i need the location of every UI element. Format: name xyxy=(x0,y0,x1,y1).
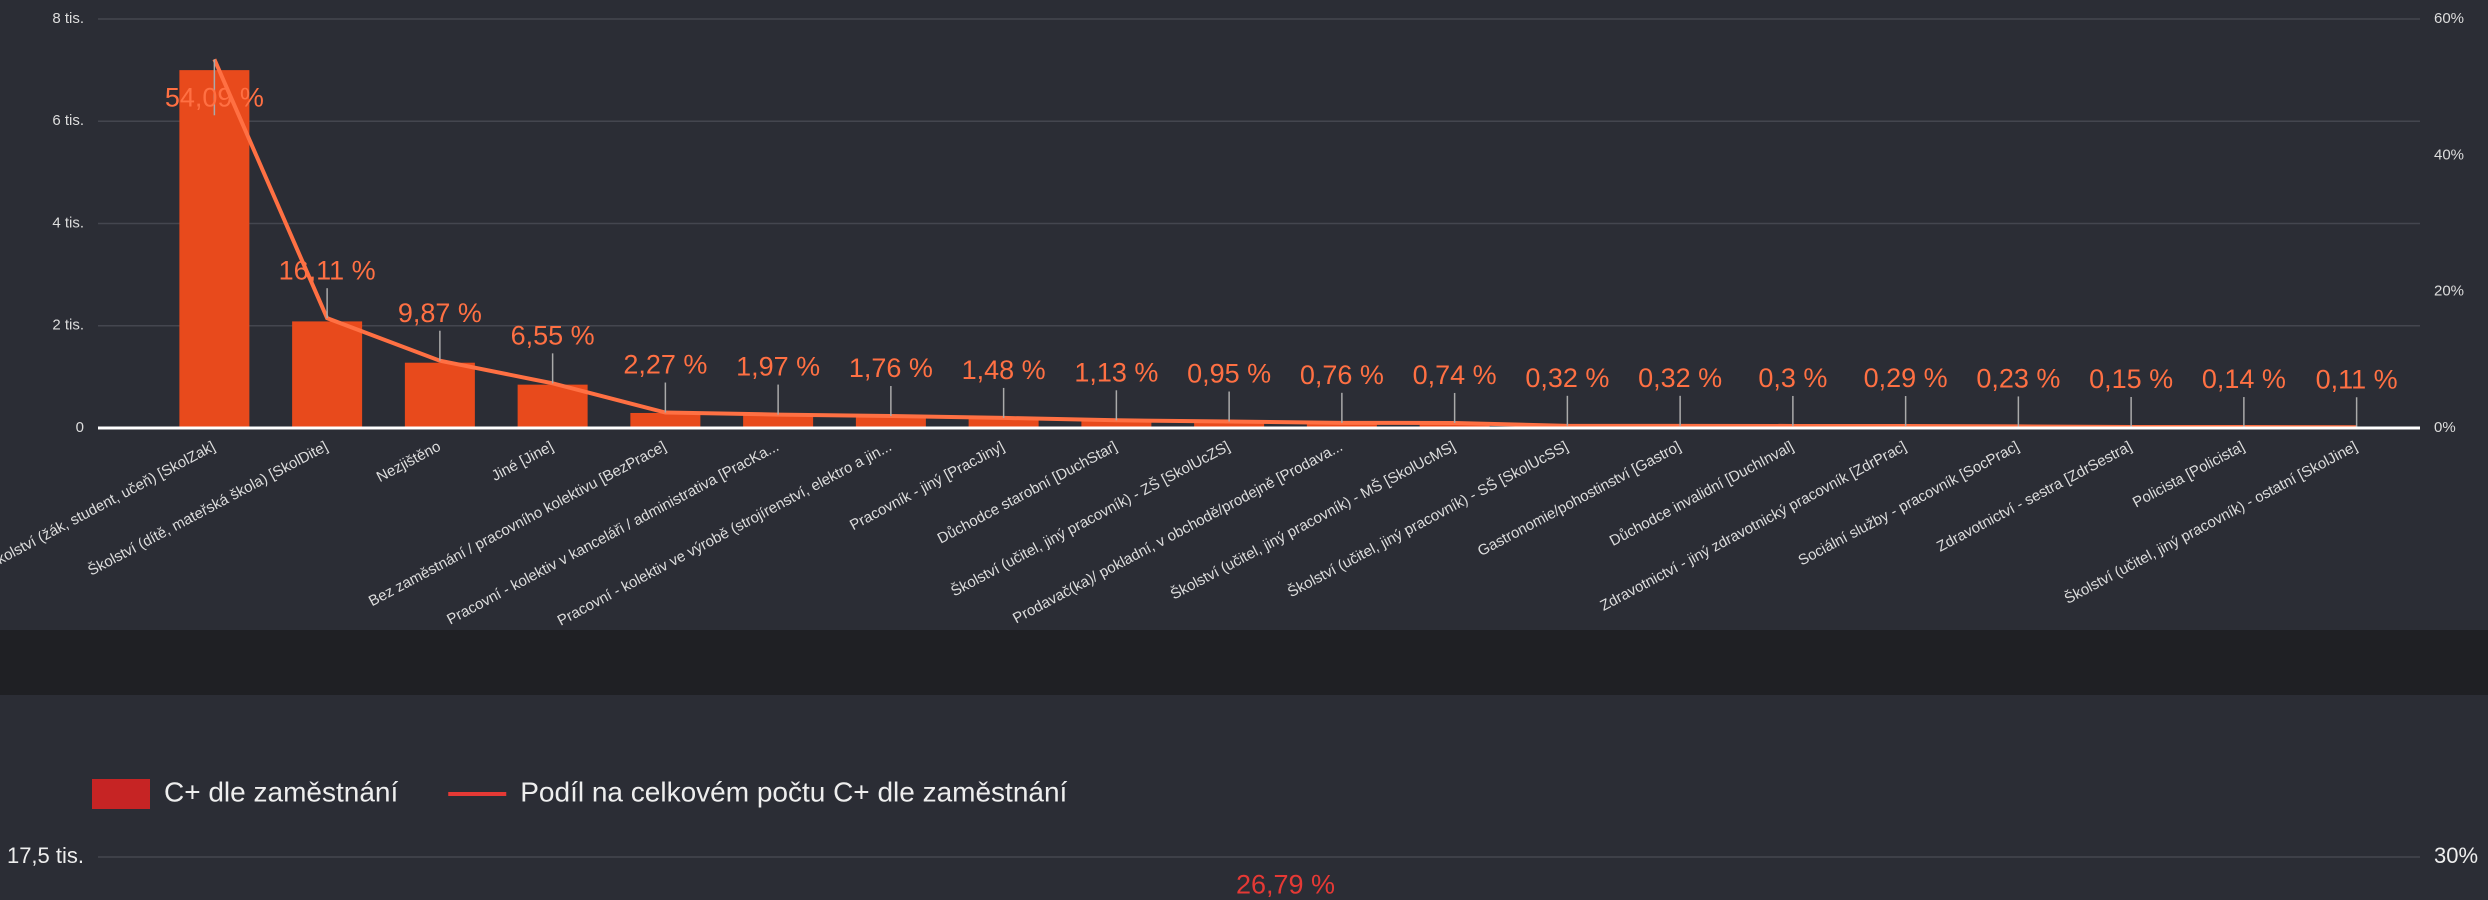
value-label: 0,29 % xyxy=(1864,363,1948,393)
panel-gap xyxy=(0,630,2488,695)
y-tick-label: 6 tis. xyxy=(52,112,84,129)
panel xyxy=(0,695,2488,900)
value-label: 0,32 % xyxy=(1525,363,1609,393)
bar xyxy=(404,362,475,428)
value-label: 0,32 % xyxy=(1638,363,1722,393)
y-tick-label: 17,5 tis. xyxy=(7,843,84,868)
value-label: 1,97 % xyxy=(736,352,820,382)
y2-tick-label: 20% xyxy=(2434,283,2464,300)
value-label: 1,13 % xyxy=(1074,357,1158,387)
value-label: 0,95 % xyxy=(1187,359,1271,389)
value-label: 0,11 % xyxy=(2316,364,2398,394)
value-label: 0,74 % xyxy=(1413,360,1497,390)
bar xyxy=(1419,423,1490,428)
y2-tick-label: 0% xyxy=(2434,419,2456,436)
value-label: 2,27 % xyxy=(623,350,707,380)
value-label: 9,87 % xyxy=(398,298,482,328)
bar xyxy=(630,412,701,428)
legend-swatch xyxy=(92,779,150,809)
line xyxy=(212,58,2357,430)
value-label: 16,11 % xyxy=(279,255,376,285)
y2-tick-label: 40% xyxy=(2434,146,2464,163)
bar xyxy=(1194,421,1265,428)
bar xyxy=(179,70,250,428)
bar xyxy=(1081,420,1152,428)
value-label: 1,76 % xyxy=(849,353,933,383)
legend-label: Podíl na celkovém počtu C+ dle zaměstnán… xyxy=(520,776,1067,807)
value-label: 6,55 % xyxy=(511,320,595,350)
legend-label: C+ dle zaměstnání xyxy=(164,776,398,807)
value-label: 0,76 % xyxy=(1300,360,1384,390)
y2-tick-label: 60% xyxy=(2434,10,2464,27)
bar xyxy=(1306,422,1377,428)
value-label: 0,14 % xyxy=(2202,364,2286,394)
value-label: 0,15 % xyxy=(2089,364,2173,394)
bar xyxy=(968,418,1039,428)
bar xyxy=(743,414,814,428)
value-label: 0,23 % xyxy=(1976,364,2060,394)
bar xyxy=(855,416,926,428)
panel xyxy=(0,0,2488,630)
y2-tick-label: 30% xyxy=(2434,843,2478,868)
y-tick-label: 0 xyxy=(76,419,84,436)
y-tick-label: 4 tis. xyxy=(52,214,84,231)
value-label: 54,09 % xyxy=(165,82,264,112)
bar xyxy=(517,384,588,428)
value-label: 1,48 % xyxy=(962,355,1046,385)
value-label: 26,79 % xyxy=(1236,869,1335,899)
y-tick-label: 8 tis. xyxy=(52,10,84,27)
y-tick-label: 2 tis. xyxy=(52,317,84,334)
bar xyxy=(292,321,363,428)
value-label: 0,3 % xyxy=(1758,363,1827,393)
